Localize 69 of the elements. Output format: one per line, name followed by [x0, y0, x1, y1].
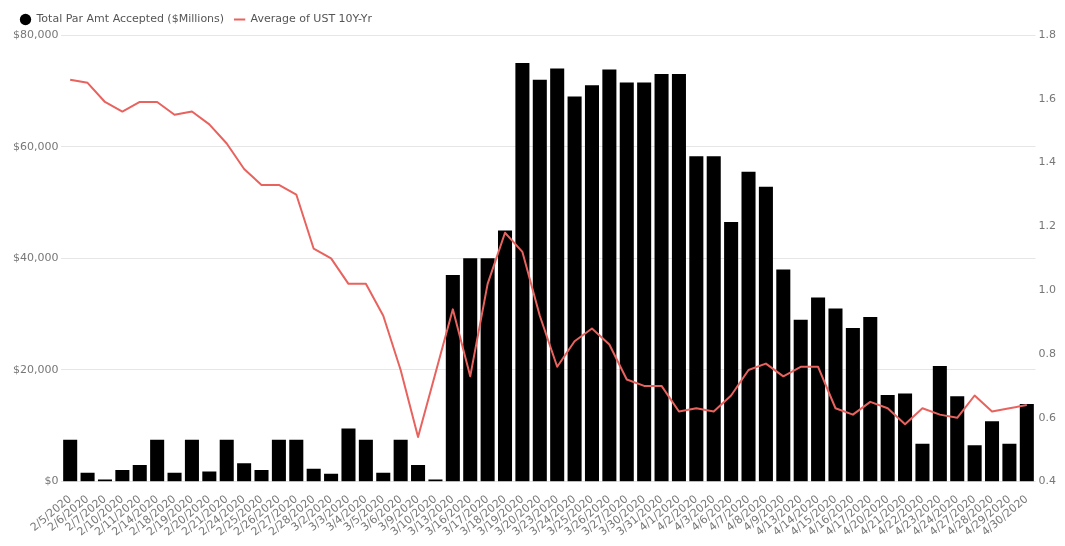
bar — [532, 79, 547, 482]
bar — [567, 96, 582, 482]
bar — [967, 445, 982, 482]
y-tick-label: $40,000 — [12, 251, 59, 265]
bar — [758, 186, 773, 482]
bar — [341, 428, 356, 482]
y-tick-label: $20,000 — [12, 362, 59, 376]
bar — [358, 439, 373, 482]
y-tick-label: $60,000 — [12, 139, 59, 153]
bar — [393, 439, 408, 482]
bar — [898, 393, 913, 482]
bar — [115, 469, 130, 482]
bar — [880, 395, 895, 482]
y2-tick-label: 1.0 — [1038, 283, 1057, 297]
bar — [411, 464, 426, 482]
bar — [724, 222, 739, 482]
y2-tick-label: 0.8 — [1038, 346, 1057, 360]
y-tick-label: $80,000 — [12, 27, 59, 41]
bar — [480, 258, 495, 482]
bar — [741, 171, 756, 482]
bar — [637, 82, 652, 482]
bar — [497, 230, 513, 482]
bar — [985, 421, 1000, 482]
bar — [271, 439, 286, 482]
bar — [80, 472, 95, 482]
bar — [463, 258, 478, 482]
bar — [689, 156, 704, 482]
y2-tick-label: 0.6 — [1038, 410, 1057, 424]
bar — [950, 396, 965, 482]
bar — [63, 439, 78, 482]
bar — [828, 308, 843, 482]
bar — [1002, 443, 1017, 482]
bar — [167, 472, 182, 482]
bar — [150, 439, 165, 482]
bar — [254, 469, 269, 482]
bar — [793, 319, 808, 482]
bar — [324, 473, 339, 482]
bar — [915, 443, 930, 482]
bar — [237, 463, 252, 482]
bar — [219, 439, 234, 482]
bar — [376, 472, 391, 482]
bar — [776, 269, 791, 482]
bar — [619, 82, 634, 482]
bar — [289, 439, 304, 482]
y2-tick-label: 1.6 — [1038, 91, 1057, 105]
legend-label: Total Par Amt Accepted ($Millions) — [35, 12, 225, 26]
bar — [654, 74, 669, 482]
bar — [671, 74, 686, 482]
bar — [863, 316, 878, 482]
bar — [445, 275, 460, 482]
bar — [184, 439, 199, 482]
y-tick-label: $0 — [44, 474, 59, 488]
bar — [515, 62, 530, 482]
y2-tick-label: 0.4 — [1038, 474, 1057, 488]
bar — [550, 68, 565, 482]
bar — [202, 471, 217, 482]
bar — [845, 328, 860, 482]
bar — [132, 464, 147, 482]
bar — [602, 69, 617, 482]
bar — [1019, 404, 1034, 482]
bar — [306, 468, 321, 482]
y2-tick-label: 1.2 — [1038, 219, 1057, 233]
y2-tick-label: 1.4 — [1038, 155, 1057, 169]
bar — [811, 297, 826, 482]
bar — [706, 156, 721, 482]
bar — [584, 85, 599, 482]
legend-label: Average of UST 10Y-Yr — [250, 12, 373, 26]
y2-tick-label: 1.8 — [1038, 27, 1057, 41]
bar — [932, 366, 947, 482]
